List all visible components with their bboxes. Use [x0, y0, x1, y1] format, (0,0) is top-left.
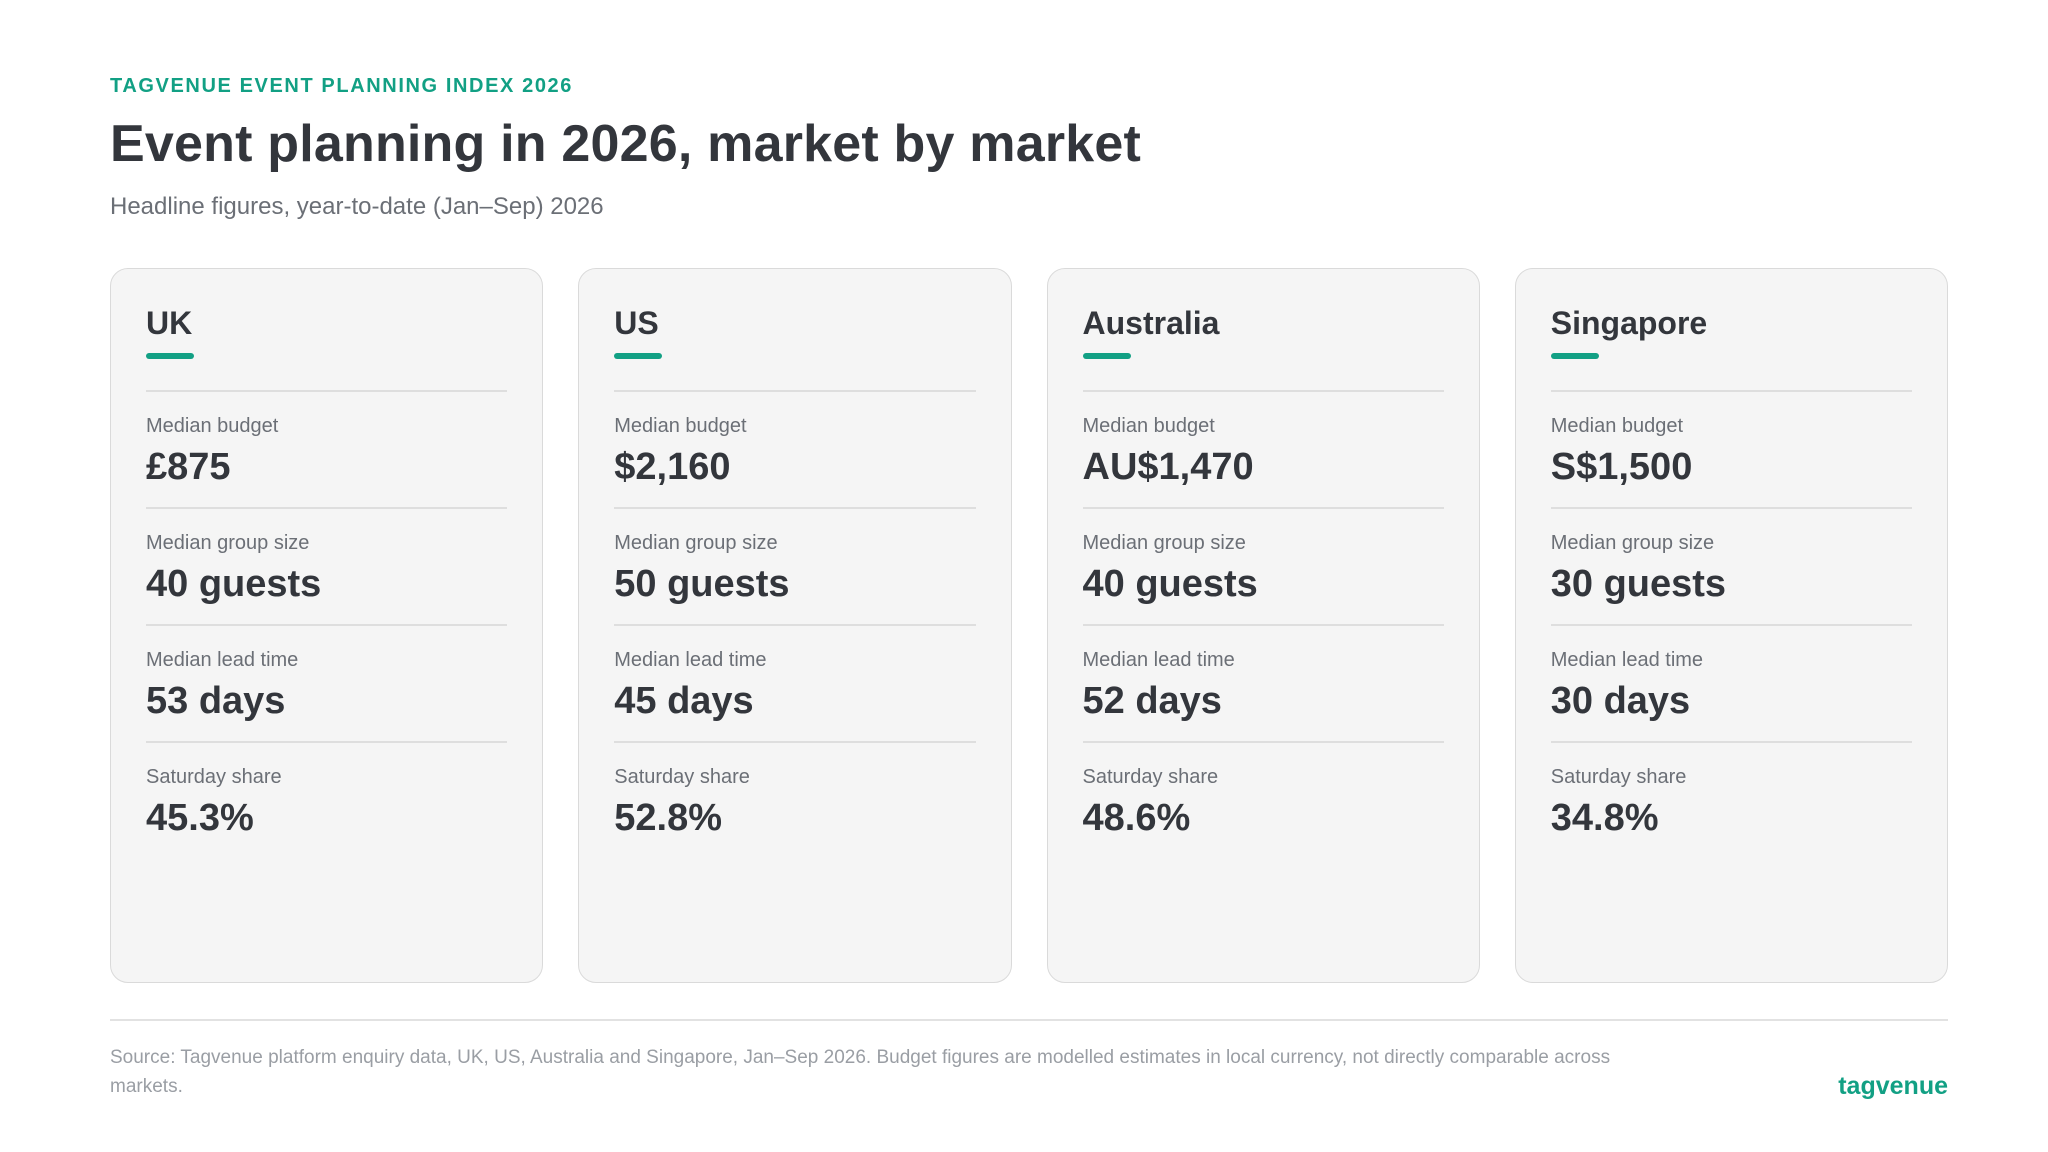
metric-median-lead-time: Median lead time 30 days: [1550, 624, 1912, 741]
metric-list: Median budget £875 Median group size 40 …: [146, 390, 508, 858]
metric-value: 48.6%: [1082, 797, 1191, 839]
metric-value: $2,160: [614, 446, 731, 488]
metric-median-group-size: Median group size 30 guests: [1550, 507, 1912, 624]
metric-list: Median budget S$1,500 Median group size …: [1550, 390, 1912, 858]
metric-median-group-size: Median group size 50 guests: [614, 507, 976, 624]
metric-label: Median lead time: [614, 649, 767, 671]
market-name: US: [614, 305, 659, 341]
metric-value: 53 days: [146, 680, 286, 722]
metric-label: Median lead time: [146, 649, 299, 671]
source-note: Source: Tagvenue platform enquiry data, …: [110, 1047, 1611, 1097]
metric-label: Median lead time: [1550, 649, 1704, 671]
market-card-us: US Median budget $2,160 Median group siz…: [578, 268, 1012, 983]
market-cards: UK Median budget £875 Median group size …: [110, 268, 1948, 983]
market-card-uk: UK Median budget £875 Median group size …: [110, 268, 544, 983]
metric-median-budget: Median budget £875: [146, 390, 508, 507]
brand-wordmark: tagvenue: [1838, 1072, 1948, 1100]
metric-value: 50 guests: [614, 563, 790, 605]
metric-median-lead-time: Median lead time 52 days: [1082, 624, 1444, 741]
accent-underline: [146, 353, 194, 359]
metric-value: 45.3%: [146, 797, 254, 839]
metric-label: Saturday share: [146, 766, 282, 788]
market-card-singapore: Singapore Median budget S$1,500 Median g…: [1514, 268, 1948, 983]
metric-label: Saturday share: [1082, 766, 1219, 788]
market-name: UK: [146, 305, 193, 341]
metric-label: Median group size: [1550, 532, 1715, 554]
metric-list: Median budget $2,160 Median group size 5…: [614, 390, 976, 858]
metric-value: 30 guests: [1550, 563, 1727, 605]
metric-median-lead-time: Median lead time 53 days: [146, 624, 508, 741]
metric-label: Median budget: [614, 415, 747, 437]
metric-label: Median lead time: [1082, 649, 1235, 671]
metric-value: £875: [146, 446, 231, 488]
metric-label: Saturday share: [1550, 766, 1687, 788]
accent-underline: [1082, 353, 1131, 359]
metric-value: 40 guests: [146, 563, 322, 605]
metric-saturday-share: Saturday share 34.8%: [1550, 741, 1912, 858]
metric-value: AU$1,470: [1082, 446, 1254, 488]
metric-label: Median group size: [146, 532, 310, 554]
metric-saturday-share: Saturday share 52.8%: [614, 741, 976, 858]
metric-median-budget: Median budget AU$1,470: [1082, 390, 1444, 507]
metric-saturday-share: Saturday share 48.6%: [1082, 741, 1444, 858]
metric-label: Median budget: [1550, 415, 1684, 437]
accent-underline: [614, 353, 663, 359]
market-name: Australia: [1082, 305, 1220, 341]
metric-value: 52.8%: [614, 797, 722, 839]
page-title: Event planning in 2026, market by market: [110, 115, 1142, 173]
market-card-australia: Australia Median budget AU$1,470 Median …: [1046, 268, 1480, 983]
metric-list: Median budget AU$1,470 Median group size…: [1082, 390, 1444, 858]
metric-median-budget: Median budget $2,160: [614, 390, 976, 507]
metric-label: Saturday share: [614, 766, 750, 788]
metric-value: 40 guests: [1082, 563, 1258, 605]
footer-divider: [110, 1019, 1948, 1021]
metric-label: Median group size: [614, 532, 778, 554]
page-subtitle: Headline figures, year-to-date (Jan–Sep)…: [110, 193, 604, 220]
metric-label: Median budget: [1082, 415, 1215, 437]
metric-median-group-size: Median group size 40 guests: [146, 507, 508, 624]
metric-label: Median group size: [1082, 532, 1246, 554]
metric-value: 52 days: [1082, 680, 1222, 722]
report-eyebrow: TAGVENUE EVENT PLANNING INDEX 2026: [110, 75, 574, 97]
metric-median-group-size: Median group size 40 guests: [1082, 507, 1444, 624]
metric-value: 45 days: [614, 680, 754, 722]
metric-label: Median budget: [146, 415, 279, 437]
metric-median-budget: Median budget S$1,500: [1550, 390, 1912, 507]
accent-underline: [1550, 353, 1599, 359]
metric-median-lead-time: Median lead time 45 days: [614, 624, 976, 741]
metric-saturday-share: Saturday share 45.3%: [146, 741, 508, 858]
metric-value: 30 days: [1550, 680, 1691, 722]
metric-value: S$1,500: [1550, 446, 1693, 488]
market-name: Singapore: [1550, 305, 1708, 341]
metric-value: 34.8%: [1550, 797, 1659, 839]
